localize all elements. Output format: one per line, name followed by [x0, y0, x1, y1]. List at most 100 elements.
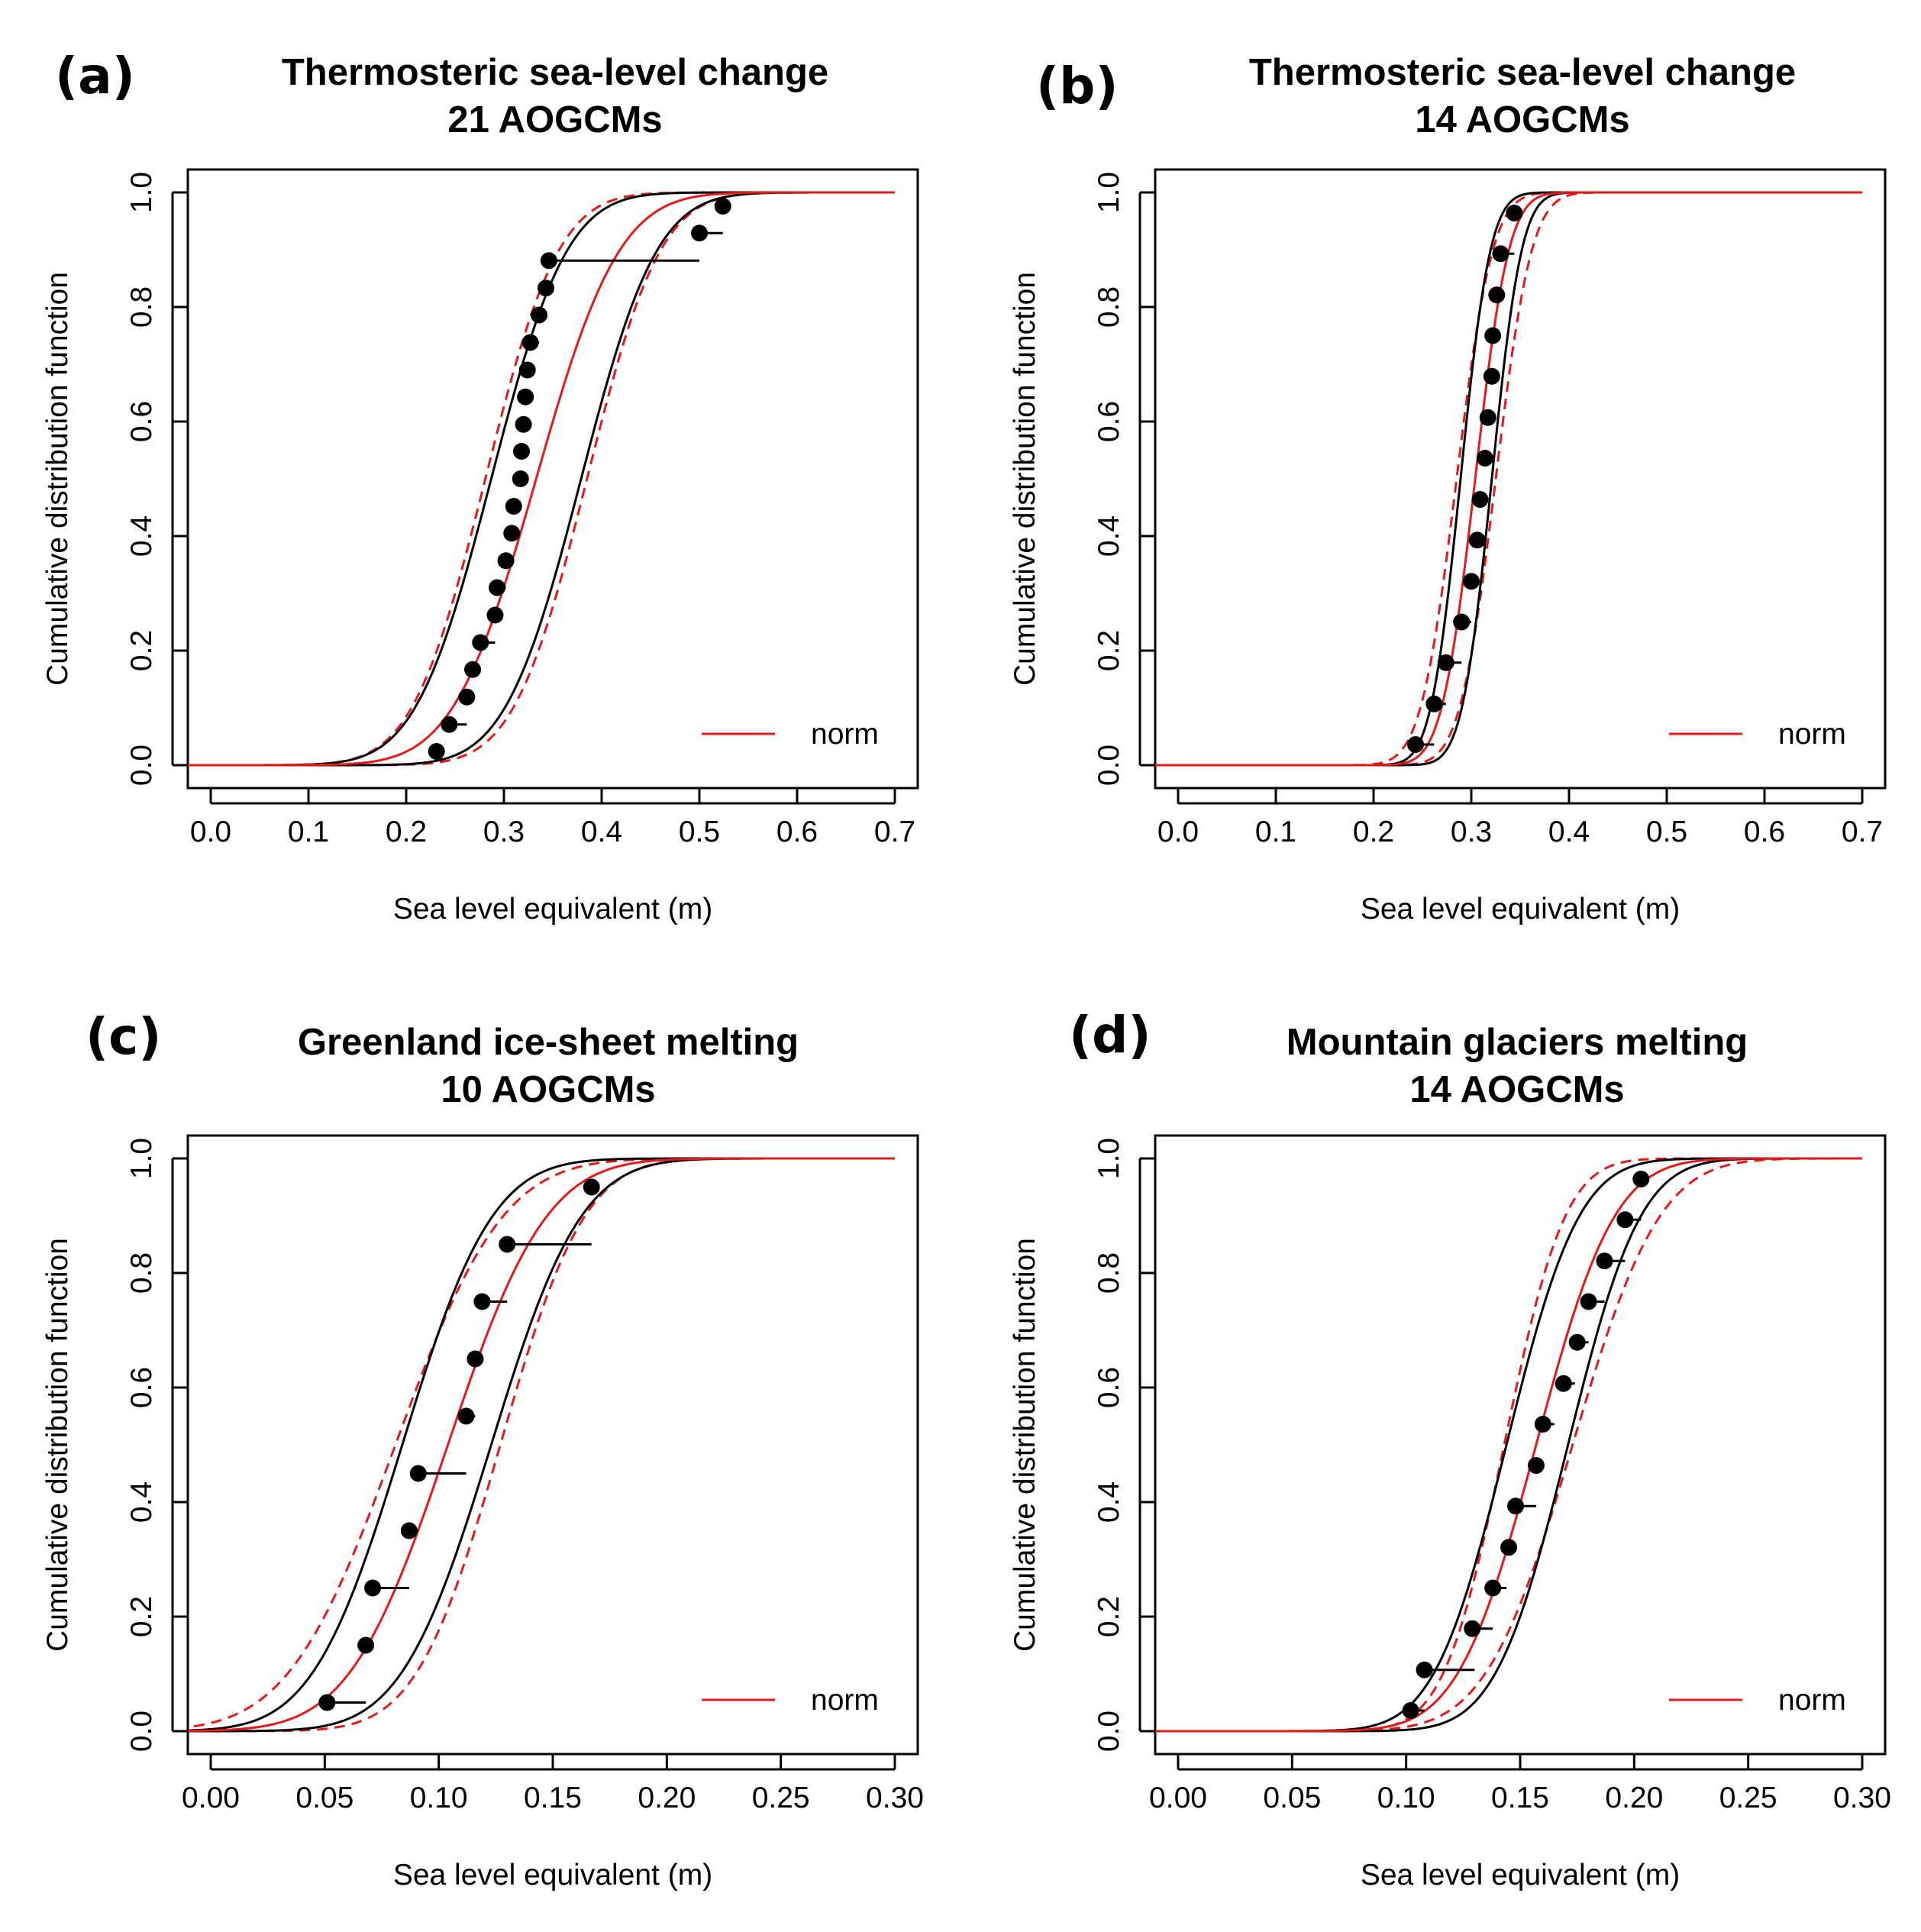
- data-point-d: [1500, 1539, 1518, 1556]
- x-tick-label-c: 0.30: [866, 1782, 924, 1814]
- x-tick-label-d: 0.05: [1263, 1782, 1321, 1814]
- data-point-a: [497, 552, 515, 570]
- data-point-a: [714, 198, 731, 215]
- legend-label-d: norm: [1778, 1684, 1846, 1717]
- legend-label-a: norm: [811, 718, 879, 751]
- data-point-a: [512, 470, 529, 487]
- normal-fit-curve-c: [188, 1157, 895, 1733]
- x-axis-label-d: Sea level equivalent (m): [1361, 1859, 1680, 1892]
- y-tick-label-c: 0.6: [125, 1367, 158, 1408]
- data-point-b: [1492, 245, 1509, 263]
- lower-dashed-band-c: [188, 1157, 895, 1729]
- data-point-d: [1632, 1171, 1650, 1187]
- x-tick-label-b: 0.4: [1548, 816, 1590, 848]
- panel-d-title-line2: 14 AOGCMs: [1409, 1069, 1624, 1110]
- upper-dashed-band-a: [188, 191, 895, 767]
- y-tick-label-d: 0.2: [1093, 1596, 1125, 1637]
- y-axis-label-b: Cumulative distribution function: [1009, 272, 1041, 686]
- data-point-c: [357, 1636, 375, 1654]
- data-point-a: [458, 688, 476, 706]
- x-tick-label-a: 0.4: [581, 816, 622, 848]
- y-tick-label-d: 0.0: [1093, 1711, 1125, 1752]
- lower-band-curve-d: [1155, 1157, 1862, 1733]
- data-point-c: [318, 1694, 336, 1711]
- data-point-d: [1616, 1211, 1634, 1229]
- y-axis-label-a: Cumulative distribution function: [41, 272, 74, 686]
- y-tick-label-c: 0.0: [125, 1711, 158, 1752]
- panel-letter-a: (a): [55, 47, 135, 105]
- panel-c-title-line2: 10 AOGCMs: [441, 1069, 655, 1110]
- normal-fit-curve-b: [1155, 191, 1862, 767]
- y-tick-label-a: 1.0: [125, 172, 158, 213]
- data-point-c: [499, 1236, 516, 1253]
- y-tick-label-d: 0.8: [1093, 1252, 1125, 1294]
- data-point-c: [400, 1522, 418, 1539]
- panel-letter-c: (c): [86, 1007, 161, 1066]
- y-tick-label-d: 0.4: [1093, 1481, 1125, 1523]
- data-point-c: [583, 1178, 600, 1196]
- y-tick-label-a: 0.2: [125, 630, 158, 671]
- y-tick-label-b: 0.2: [1093, 630, 1125, 671]
- data-point-a: [521, 334, 539, 351]
- data-point-d: [1527, 1457, 1545, 1474]
- panel-b-title-line2: 14 AOGCMs: [1415, 99, 1629, 141]
- panel-letter-d: (d): [1069, 1006, 1151, 1065]
- data-point-d: [1568, 1333, 1586, 1351]
- data-point-b: [1463, 573, 1480, 590]
- y-tick-label-b: 1.0: [1093, 172, 1125, 213]
- data-point-a: [503, 525, 521, 542]
- plot-frame-a: [186, 168, 919, 790]
- x-tick-label-d: 0.00: [1149, 1782, 1207, 1814]
- data-point-d: [1402, 1702, 1419, 1719]
- x-tick-label-d: 0.20: [1605, 1782, 1663, 1814]
- data-point-a: [517, 388, 534, 405]
- panel-b-title-line1: Thermosteric sea-level change: [1249, 52, 1796, 93]
- x-tick-label-d: 0.15: [1491, 1782, 1549, 1814]
- x-tick-label-b: 0.7: [1842, 816, 1883, 848]
- data-point-a: [464, 661, 482, 678]
- x-axis-label-b: Sea level equivalent (m): [1361, 893, 1680, 926]
- panel-d-title-line1: Mountain glaciers melting: [1287, 1022, 1748, 1063]
- panel-c-title-line1: Greenland ice-sheet melting: [298, 1022, 799, 1063]
- y-axis-label-d: Cumulative distribution function: [1009, 1238, 1041, 1652]
- data-point-d: [1507, 1497, 1525, 1515]
- upper-band-curve-d: [1155, 1157, 1862, 1733]
- y-tick-label-b: 0.8: [1093, 286, 1125, 328]
- data-point-b: [1479, 409, 1496, 426]
- data-point-b: [1425, 695, 1443, 712]
- x-axis-label-c: Sea level equivalent (m): [393, 1859, 712, 1892]
- data-point-b: [1407, 736, 1425, 753]
- x-tick-label-b: 0.5: [1646, 816, 1687, 848]
- data-point-c: [473, 1293, 491, 1310]
- data-point-b: [1483, 367, 1500, 385]
- data-point-b: [1506, 205, 1523, 221]
- x-tick-label-a: 0.2: [386, 816, 427, 848]
- y-tick-label-d: 1.0: [1093, 1138, 1125, 1179]
- panel-a-title-line1: Thermosteric sea-level change: [282, 52, 828, 93]
- y-tick-label-b: 0.6: [1093, 401, 1125, 442]
- y-tick-label-c: 1.0: [125, 1138, 158, 1179]
- y-axis-label-c: Cumulative distribution function: [41, 1238, 74, 1652]
- data-point-c: [467, 1350, 484, 1368]
- y-tick-label-a: 0.8: [125, 286, 158, 328]
- x-tick-label-d: 0.10: [1377, 1782, 1435, 1814]
- data-point-a: [540, 252, 557, 270]
- lower-dashed-band-d: [1155, 1157, 1862, 1733]
- normal-fit-curve-d: [1155, 1157, 1862, 1733]
- data-point-c: [457, 1407, 475, 1425]
- data-point-a: [538, 279, 555, 297]
- panel-a-title-line2: 21 AOGCMs: [447, 99, 662, 141]
- data-point-b: [1471, 491, 1489, 508]
- normal-fit-curve-a: [188, 191, 895, 767]
- x-tick-label-c: 0.15: [524, 1782, 582, 1814]
- panel-b: (b) Thermosteric sea-level change 14 AOG…: [1009, 52, 1887, 926]
- y-tick-label-b: 0.4: [1093, 515, 1125, 557]
- legend-label-c: norm: [811, 1684, 879, 1717]
- x-tick-label-a: 0.3: [483, 816, 525, 848]
- y-tick-label-c: 0.4: [125, 1481, 158, 1523]
- x-tick-label-c: 0.10: [410, 1782, 468, 1814]
- y-tick-label-d: 0.6: [1093, 1367, 1125, 1408]
- x-tick-label-a: 0.6: [776, 816, 818, 848]
- y-tick-label-c: 0.2: [125, 1596, 158, 1637]
